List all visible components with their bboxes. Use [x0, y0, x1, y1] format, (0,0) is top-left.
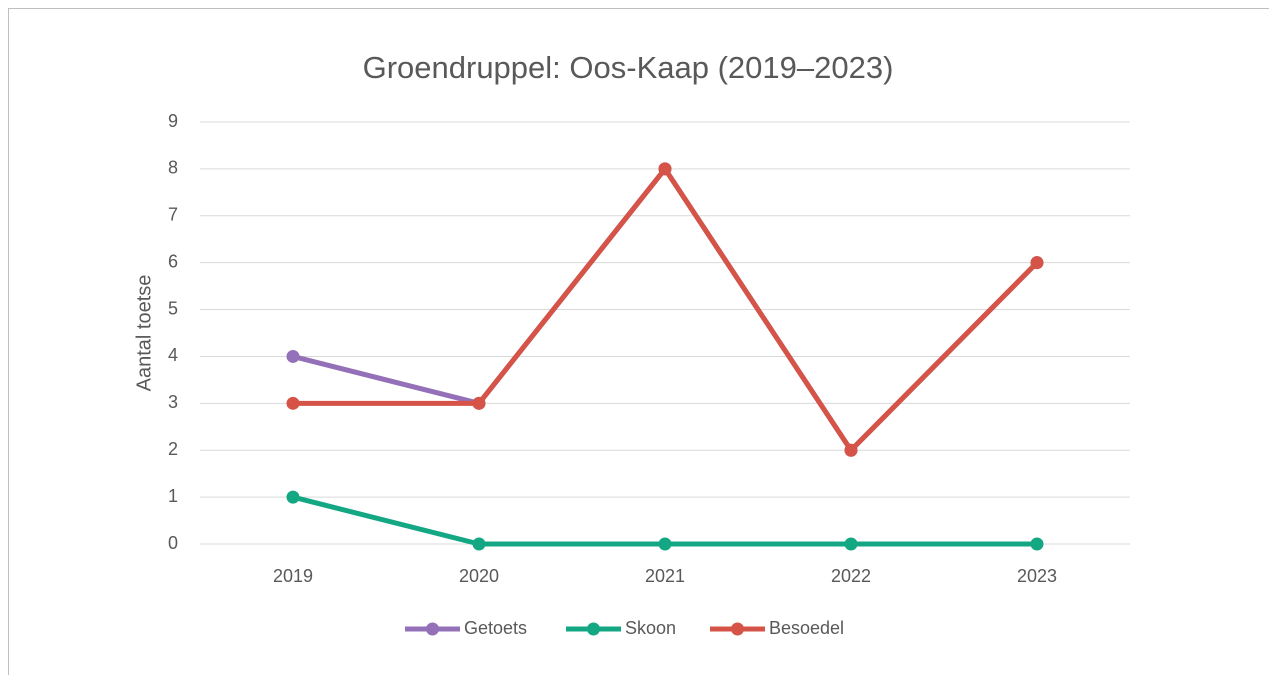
x-tick-label: 2023: [1017, 566, 1057, 586]
chart-border: [8, 8, 1269, 675]
x-tick-label: 2021: [645, 566, 685, 586]
legend-marker: [731, 622, 744, 636]
data-point: [1030, 537, 1044, 551]
y-tick-label: 8: [168, 158, 178, 178]
y-tick-label: 3: [168, 392, 178, 412]
legend-label: Skoon: [625, 618, 676, 638]
data-point: [844, 537, 858, 551]
data-point: [658, 537, 672, 551]
y-tick-label: 1: [168, 486, 178, 506]
legend-label: Getoets: [464, 618, 527, 638]
legend-marker: [426, 622, 439, 636]
data-point: [286, 490, 300, 504]
y-tick-label: 2: [168, 439, 178, 459]
data-point: [472, 396, 486, 410]
data-point: [844, 443, 858, 457]
data-point: [658, 162, 672, 176]
data-point: [286, 349, 300, 363]
y-tick-label: 4: [168, 345, 178, 365]
y-tick-label: 5: [168, 298, 178, 318]
x-tick-label: 2022: [831, 566, 871, 586]
y-tick-label: 9: [168, 111, 178, 131]
y-axis-label: Aantal toetse: [133, 275, 155, 392]
data-point: [1030, 256, 1044, 270]
y-tick-label: 7: [168, 205, 178, 225]
legend-label: Besoedel: [769, 618, 844, 638]
x-tick-label: 2019: [273, 566, 313, 586]
legend-marker: [587, 622, 600, 636]
y-tick-label: 6: [168, 251, 178, 271]
chart-title: Groendruppel: Oos-Kaap (2019–2023): [363, 50, 894, 85]
y-tick-label: 0: [168, 533, 178, 553]
x-tick-label: 2020: [459, 566, 499, 586]
data-point: [286, 396, 300, 410]
data-point: [472, 537, 486, 551]
